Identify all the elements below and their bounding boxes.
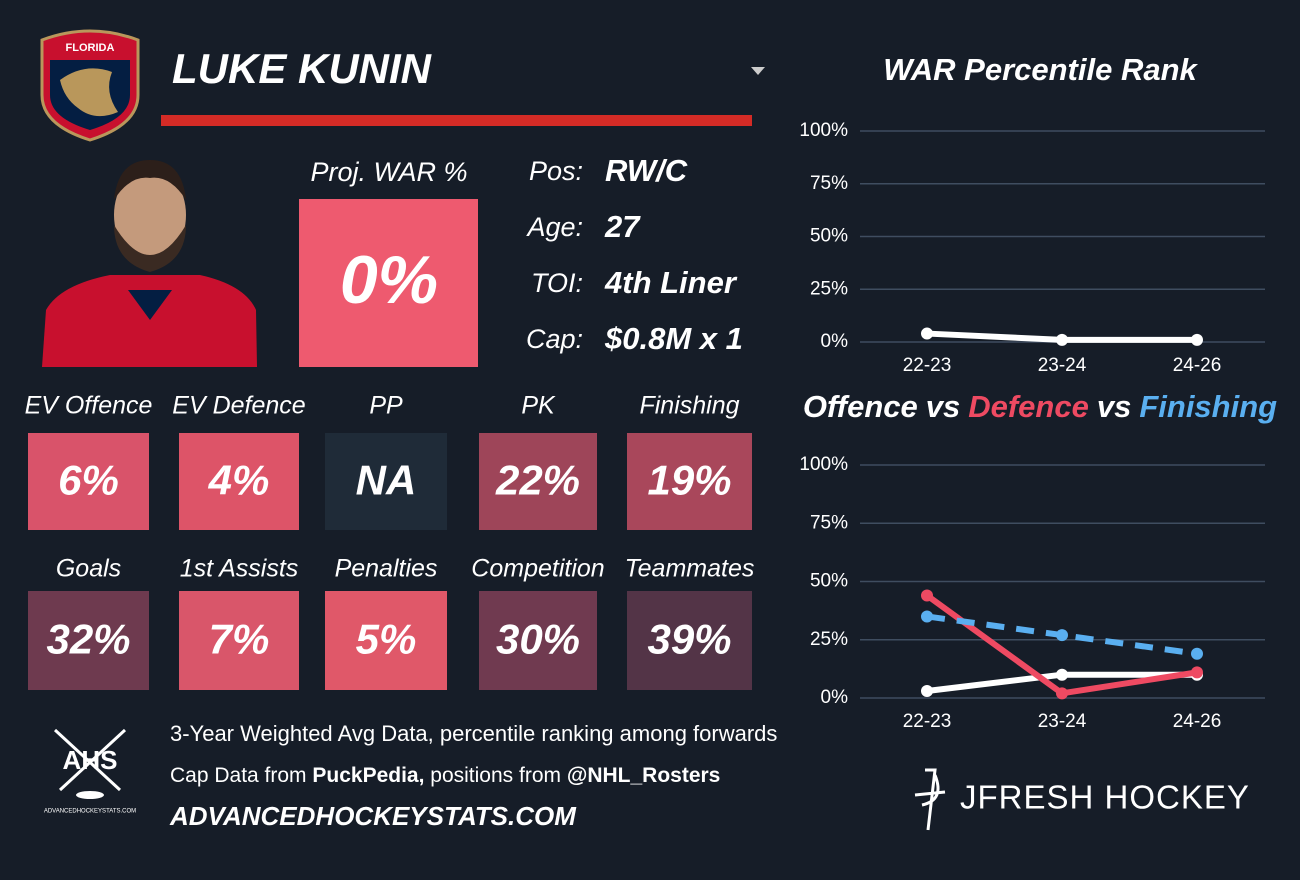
y-tick-label: 75% <box>810 512 848 533</box>
y-tick-label: 25% <box>810 278 848 299</box>
dropdown[interactable] <box>751 67 765 75</box>
x-tick-label: 23-24 <box>1038 355 1087 376</box>
tile <box>179 591 299 690</box>
info-value: 4th Liner <box>604 265 738 300</box>
point <box>1056 629 1068 642</box>
y-tick-label: 50% <box>810 571 848 592</box>
player-photo <box>42 160 257 367</box>
footer-text: @NHL_Rosters <box>567 764 721 787</box>
tile <box>179 433 299 530</box>
jfresh-logo: JFRESH HOCKEY <box>914 768 1250 831</box>
info-label: TOI: <box>531 268 583 298</box>
tile-label: PP <box>369 392 403 420</box>
y-tick-label: 100% <box>799 120 848 141</box>
site-link[interactable]: ADVANCEDHOCKEYSTATS.COM <box>169 801 577 831</box>
point <box>1191 647 1203 660</box>
legend-entry: Defence <box>968 389 1089 424</box>
tiles: EV Offence 6% EV Defence 4% PP NA PK 22% Finishi… <box>25 392 755 690</box>
info-label: Pos: <box>529 156 583 186</box>
tile-label: Competition <box>471 555 604 583</box>
footer-text: PuckPedia, <box>312 764 424 787</box>
tile-label: Penalties <box>335 555 438 583</box>
info-value: $0.8M x 1 <box>604 321 743 356</box>
info-value: RW/C <box>605 153 688 188</box>
chart-title: WAR Percentile Rank <box>883 52 1198 87</box>
chart-title: Offence vs Defence vs Finishing <box>803 389 1277 424</box>
footer-text: Cap Data from <box>170 764 312 787</box>
y-tick-label: 75% <box>810 173 848 194</box>
tile <box>325 591 447 690</box>
ahs-sub: ADVANCEDHOCKEYSTATS.COM <box>44 809 136 815</box>
charts: 0% 25% 50% 75% 100% 22-23 23-24 24-26 0% 25% 50% 75… <box>799 120 1265 732</box>
name-underline <box>161 115 752 126</box>
tile <box>627 591 752 690</box>
point <box>1056 687 1068 700</box>
tile-label: Finishing <box>639 392 739 420</box>
ahs-text: AHS <box>63 745 118 775</box>
point <box>921 589 933 602</box>
info-label: Age: <box>525 212 583 242</box>
info-value: 27 <box>604 209 641 244</box>
footer-line: Cap Data from PuckPedia, positions from … <box>170 764 720 787</box>
info: Pos: RW/C Age: 27 TOI: 4th Liner Cap: $0.8M x 1 <box>525 153 742 356</box>
tile-value: 32% <box>46 616 130 663</box>
player-name: LUKE KUNIN <box>172 45 433 92</box>
tile <box>28 433 149 530</box>
point <box>1056 333 1068 346</box>
tile-value: 5% <box>356 616 417 663</box>
footer-line: 3-Year Weighted Avg Data, percentile ran… <box>170 721 777 746</box>
info-label: Cap: <box>526 324 583 354</box>
title-joiner: vs <box>926 389 960 424</box>
tile-label: EV Defence <box>172 392 305 420</box>
logo-text: FLORIDA <box>66 42 115 54</box>
y-tick-label: 50% <box>810 226 848 247</box>
x-tick-label: 23-24 <box>1038 711 1087 732</box>
ahs-logo: AHS ADVANCEDHOCKEYSTATS.COM <box>44 728 136 815</box>
tile-value: 19% <box>647 457 731 504</box>
tile <box>28 591 149 690</box>
projection-value: 0% <box>340 242 438 318</box>
footer-text: positions from <box>424 764 566 787</box>
point <box>921 685 933 698</box>
tile-value: 39% <box>647 616 731 663</box>
tile-value: 4% <box>208 457 270 504</box>
point <box>921 327 933 340</box>
tile <box>627 433 752 530</box>
point <box>1191 333 1203 346</box>
y-tick-label: 25% <box>810 629 848 650</box>
tile <box>325 433 447 530</box>
x-tick-label: 22-23 <box>903 355 952 376</box>
y-tick-label: 0% <box>821 331 849 352</box>
tile-value: 7% <box>209 616 270 663</box>
title-joiner: vs <box>1097 389 1131 424</box>
brand-text: JFRESH HOCKEY <box>960 779 1250 816</box>
tile-value: NA <box>356 457 417 504</box>
tile <box>479 433 597 530</box>
tile-label: Goals <box>56 555 121 583</box>
point <box>921 610 933 623</box>
x-tick-label: 24-26 <box>1173 711 1222 732</box>
projection-label: Proj. WAR % <box>310 157 467 187</box>
tile <box>479 591 597 690</box>
projection-box <box>299 199 478 367</box>
tile-label: EV Offence <box>25 392 153 420</box>
tile-label: PK <box>521 392 556 420</box>
tile-value: 22% <box>495 457 580 504</box>
y-tick-label: 100% <box>799 454 848 475</box>
tile-value: 30% <box>496 616 580 663</box>
y-tick-label: 0% <box>821 687 849 708</box>
tile-label: 1st Assists <box>180 555 299 583</box>
legend-entry: Offence <box>803 389 918 424</box>
point <box>1056 668 1068 681</box>
point <box>1191 666 1203 679</box>
x-tick-label: 24-26 <box>1173 355 1222 376</box>
tile-label: Teammates <box>625 555 755 583</box>
legend-entry: Finishing <box>1139 389 1277 424</box>
tile-value: 6% <box>58 457 119 504</box>
x-tick-label: 22-23 <box>903 711 952 732</box>
team-logo: FLORIDA <box>40 29 140 142</box>
